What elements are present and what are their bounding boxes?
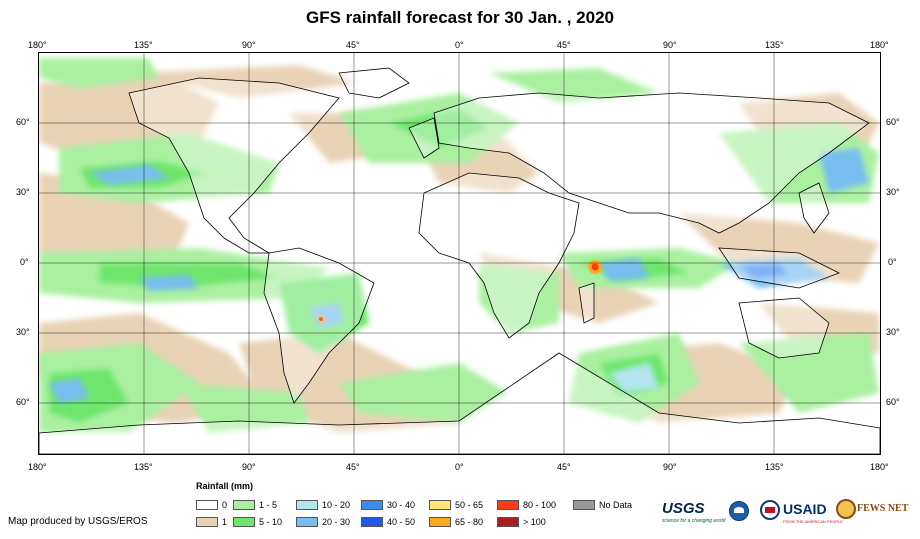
map-credit: Map produced by USGS/EROS	[8, 516, 148, 527]
lon-label: 45°	[346, 40, 360, 50]
graticule	[39, 53, 880, 454]
legend-label: > 100	[523, 517, 546, 527]
legend-swatch	[296, 500, 318, 510]
legend-swatch	[196, 517, 218, 527]
lon-label: 180°	[28, 462, 47, 472]
lon-label: 135°	[134, 40, 153, 50]
usaid-logo-text: USAID	[783, 501, 827, 517]
usgs-logo: USGS science for a changing world	[662, 500, 725, 524]
lon-label: 0°	[455, 462, 464, 472]
noaa-icon	[729, 501, 749, 521]
lon-label: 180°	[28, 40, 47, 50]
legend-label: 65 - 80	[455, 517, 484, 527]
rainfall-map	[38, 52, 881, 455]
legend-label: 80 - 100	[523, 500, 557, 510]
lat-label: 0°	[20, 257, 29, 267]
lat-label: 30°	[16, 187, 30, 197]
legend-label: 1	[222, 517, 228, 527]
lon-label: 135°	[134, 462, 153, 472]
lon-label: 90°	[242, 40, 256, 50]
legend-title: Rainfall (mm)	[196, 481, 254, 491]
usaid-tagline: FROM THE AMERICAN PEOPLE	[783, 519, 843, 524]
usgs-logo-text: USGS	[662, 500, 705, 517]
legend-label: No Data	[599, 500, 633, 510]
lat-label: 60°	[886, 117, 900, 127]
lon-label: 45°	[346, 462, 360, 472]
legend-swatch	[573, 500, 595, 510]
usaid-logo: USAID FROM THE AMERICAN PEOPLE	[783, 501, 843, 524]
legend-label: 10 - 20	[322, 500, 351, 510]
lon-label: 180°	[870, 462, 889, 472]
legend-label: 50 - 65	[455, 500, 484, 510]
legend-swatch	[361, 517, 383, 527]
fewsnet-icon	[836, 499, 856, 519]
usgs-tagline: science for a changing world	[662, 518, 726, 524]
lat-label: 60°	[16, 117, 30, 127]
legend-label: 20 - 30	[322, 517, 351, 527]
fewsnet-logo: FEWS NET	[857, 503, 909, 514]
legend-label: 5 - 10	[259, 517, 283, 527]
lon-label: 0°	[455, 40, 464, 50]
usaid-seal-icon	[760, 500, 780, 520]
legend-label: 40 - 50	[387, 517, 416, 527]
lon-label: 90°	[663, 462, 677, 472]
lon-label: 135°	[765, 462, 784, 472]
legend-swatch	[233, 500, 255, 510]
legend-swatch	[196, 500, 218, 510]
rainfall-heavy-spots	[317, 260, 602, 323]
lon-label: 90°	[242, 462, 256, 472]
lat-label: 60°	[16, 397, 30, 407]
lon-label: 45°	[557, 40, 571, 50]
lat-label: 30°	[886, 327, 900, 337]
lat-label: 60°	[886, 397, 900, 407]
legend-swatch	[497, 517, 519, 527]
legend-label: 0	[222, 500, 228, 510]
lat-label: 0°	[888, 257, 897, 267]
legend-label: 30 - 40	[387, 500, 416, 510]
legend-swatch	[361, 500, 383, 510]
legend-swatch	[497, 500, 519, 510]
legend-swatch	[429, 517, 451, 527]
map-title: GFS rainfall forecast for 30 Jan. , 2020	[305, 8, 615, 27]
lat-label: 30°	[886, 187, 900, 197]
legend-label: 1 - 5	[259, 500, 278, 510]
lon-label: 45°	[557, 462, 571, 472]
lon-label: 180°	[870, 40, 889, 50]
lon-label: 90°	[663, 40, 677, 50]
lon-label: 135°	[765, 40, 784, 50]
rainfall-blue-areas	[49, 148, 869, 403]
legend-swatch	[233, 517, 255, 527]
lat-label: 30°	[16, 327, 30, 337]
legend-swatch	[296, 517, 318, 527]
legend-swatch	[429, 500, 451, 510]
map-canvas	[38, 53, 881, 455]
